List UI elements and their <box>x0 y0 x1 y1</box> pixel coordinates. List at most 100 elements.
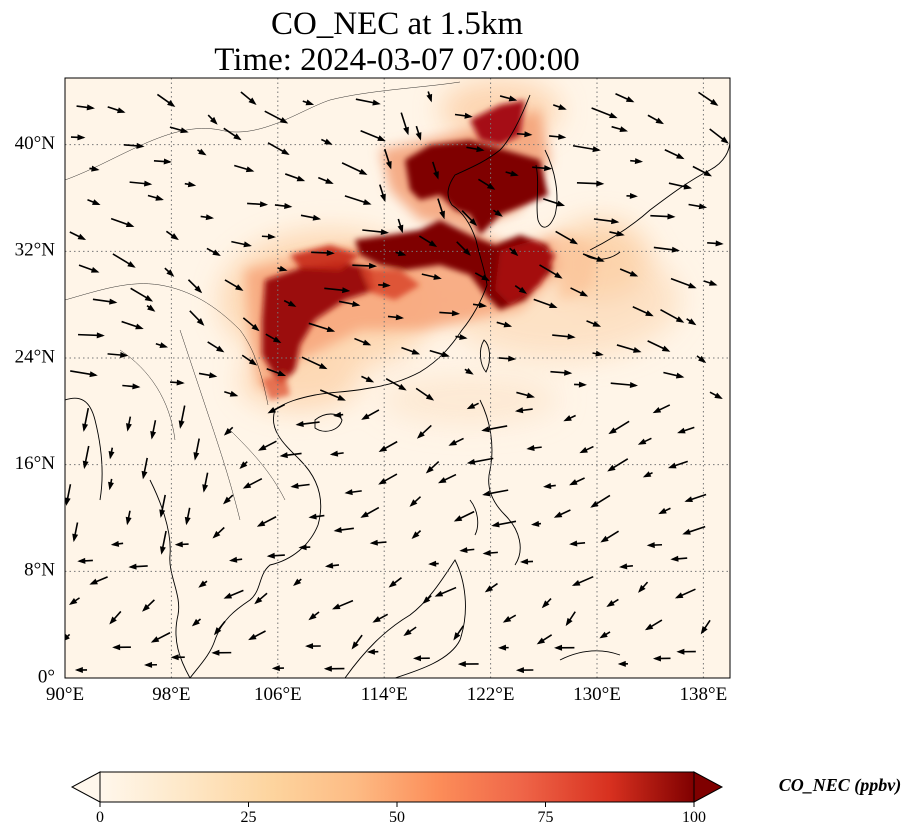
wind-arrow <box>532 165 553 172</box>
wind-arrow <box>652 655 671 662</box>
lat-tick-label: 16°N <box>15 453 56 474</box>
longitude-ticks: 90°E 98°E 106°E 114°E 122°E 130°E 138°E <box>46 684 727 705</box>
wind-arrow <box>599 631 611 639</box>
wind-arrow <box>331 599 354 610</box>
wind-arrow <box>248 630 266 641</box>
wind-arrow <box>431 161 439 180</box>
wind-arrow <box>387 314 405 321</box>
wind-arrow <box>461 210 477 227</box>
wind-arrow <box>516 391 535 399</box>
wind-arrow <box>619 268 639 277</box>
wind-arrow <box>207 114 218 125</box>
wind-arrow <box>128 563 148 570</box>
wind-arrow <box>499 95 518 102</box>
wind-arrow <box>174 541 189 548</box>
title-line-2: Time: 2024-03-07 07:00:00 <box>214 42 579 78</box>
wind-arrow <box>609 230 625 237</box>
wind-arrow <box>89 165 100 172</box>
wind-arrow <box>164 267 175 277</box>
wind-arrow <box>505 170 519 177</box>
wind-arrow <box>372 613 389 623</box>
wind-arrow <box>592 350 604 357</box>
wind-arrow <box>240 91 257 105</box>
wind-arrow <box>159 530 167 555</box>
wind-arrow <box>150 632 171 643</box>
wind-arrow <box>448 437 464 446</box>
wind-arrow <box>198 372 218 379</box>
wind-arrow <box>290 482 310 489</box>
wind-arrow <box>277 265 288 272</box>
wind-arrow <box>565 611 576 627</box>
wind-arrow <box>319 389 346 401</box>
wind-arrow <box>333 411 344 418</box>
wind-arrow <box>482 489 509 497</box>
lon-tick-label: 130°E <box>573 684 621 705</box>
colorbar-gradient <box>100 772 694 802</box>
wind-arrow <box>653 246 680 253</box>
wind-arrow <box>539 264 563 279</box>
wind-arrow <box>554 644 575 651</box>
wind-arrow <box>361 375 375 383</box>
wind-arrow <box>576 180 605 187</box>
wind-arrow <box>229 556 243 563</box>
wind-arrow <box>169 126 189 134</box>
wind-arrow <box>165 230 179 241</box>
wind-arrow <box>130 287 154 302</box>
wind-arrow <box>698 91 719 106</box>
wind-arrow <box>606 598 619 607</box>
wind-arrow <box>426 91 433 103</box>
wind-arrow <box>344 489 362 496</box>
wind-arrow <box>305 643 321 650</box>
wind-arrow <box>409 496 422 507</box>
wind-arrow <box>378 473 398 485</box>
wind-arrow <box>333 526 354 533</box>
wind-arrow <box>572 144 601 153</box>
wind-arrow <box>412 655 430 662</box>
wind-arrow <box>395 250 407 257</box>
wind-arrow <box>308 513 325 520</box>
wind-arrow <box>421 273 442 280</box>
wind-arrow <box>428 560 439 567</box>
wind-arrow <box>684 493 707 503</box>
wind-arrow <box>472 302 488 309</box>
wind-arrow <box>300 214 322 221</box>
wind-arrow <box>344 195 372 205</box>
wind-arrow <box>355 98 381 106</box>
wind-arrow <box>456 241 471 256</box>
wind-arrow <box>87 199 101 206</box>
wind-arrow <box>586 320 602 327</box>
wind-arrow <box>264 110 289 124</box>
wind-arrow <box>664 149 685 160</box>
wind-arrow <box>78 264 100 273</box>
wind-arrow <box>323 665 345 672</box>
wind-arrow <box>271 665 284 672</box>
wind-arrow <box>514 407 533 414</box>
wind-arrow <box>112 253 136 268</box>
wind-arrow <box>454 112 473 119</box>
lon-tick-label: 106°E <box>254 684 302 705</box>
wind-arrow <box>222 494 234 505</box>
wind-arrow <box>311 249 335 256</box>
wind-arrow <box>453 625 465 641</box>
wind-arrow <box>692 165 713 177</box>
colorbar-extend-max <box>693 771 724 803</box>
wind-arrow <box>688 203 708 210</box>
colorbar-extend-min <box>70 771 101 803</box>
colorbar-tick-label: 25 <box>241 809 257 826</box>
wind-arrow <box>308 322 336 333</box>
wind-arrow <box>178 405 186 429</box>
map-frame <box>64 77 731 679</box>
wind-arrow <box>76 104 95 111</box>
wind-arrow <box>611 125 628 133</box>
wind-arrow <box>354 337 372 346</box>
wind-arrow <box>279 452 302 459</box>
wind-arrow <box>142 599 155 612</box>
wind-arrow <box>223 426 234 436</box>
lat-tick-label: 32°N <box>15 240 56 261</box>
wind-arrow <box>266 368 287 377</box>
wind-arrow <box>388 577 402 588</box>
wind-arrow <box>156 93 176 108</box>
wind-arrow <box>231 240 252 248</box>
wind-arrow <box>302 99 315 106</box>
colorbar-ticks: 0 25 50 75 100 <box>96 802 706 826</box>
